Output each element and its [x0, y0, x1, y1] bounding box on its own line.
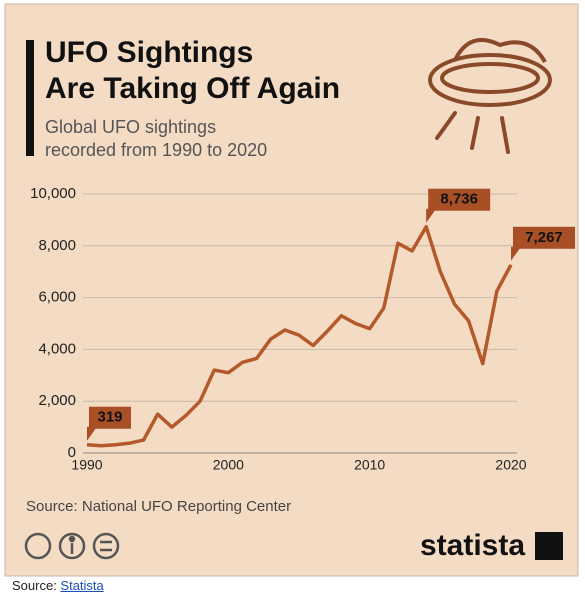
x-tick-label: 2020	[495, 457, 526, 473]
x-tick-label: 2010	[354, 457, 385, 473]
chart-subtitle: Global UFO sightings	[45, 117, 216, 137]
panel	[4, 3, 579, 577]
chart-title: Are Taking Off Again	[45, 72, 340, 105]
y-tick-label: 6,000	[38, 289, 76, 306]
x-tick-label: 1990	[71, 457, 102, 473]
footer-prefix: Source:	[12, 578, 61, 593]
brand-logo	[535, 532, 563, 560]
label-pointer	[426, 208, 437, 223]
ufo-icon	[428, 38, 552, 154]
source: Source: National UFO Reporting Center	[26, 498, 291, 515]
chart-title: UFO Sightings	[45, 36, 253, 69]
label-pointer	[511, 246, 521, 261]
y-tick-label: 10,000	[30, 185, 76, 202]
y-tick-label: 2,000	[38, 392, 76, 409]
title-bar	[26, 40, 34, 156]
label-pointer	[87, 426, 97, 441]
label-box	[428, 188, 491, 211]
y-tick-label: 0	[68, 444, 76, 461]
y-tick-label: 4,000	[38, 340, 76, 357]
data-label: 8,736	[440, 191, 478, 208]
y-tick-label: 8,000	[38, 237, 76, 254]
license-icons	[24, 532, 120, 560]
label-box	[513, 226, 575, 249]
label-box	[89, 406, 131, 429]
footer: Source: Statista	[12, 578, 104, 593]
source-link[interactable]: Statista	[60, 578, 104, 593]
line	[86, 224, 513, 448]
x-tick-label: 2000	[213, 457, 244, 473]
data-label: 319	[97, 409, 122, 426]
data-label: 7,267	[525, 229, 563, 246]
chart-subtitle: recorded from 1990 to 2020	[45, 140, 267, 160]
chart: UFO Sightings Are Taking Off Again Globa…	[4, 3, 579, 577]
brand: statista	[420, 529, 525, 562]
